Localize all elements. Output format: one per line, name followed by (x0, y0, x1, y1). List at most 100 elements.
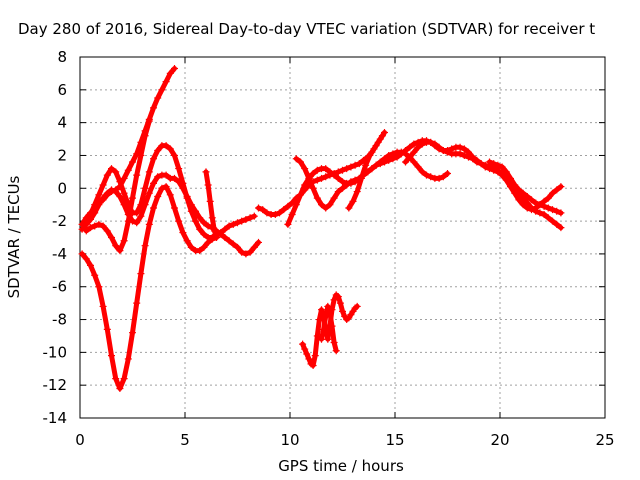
data-point-marker (200, 243, 208, 251)
data-point-marker (536, 201, 544, 209)
data-point-marker (549, 189, 556, 197)
data-point-marker (187, 243, 195, 251)
data-point-marker (133, 219, 141, 227)
data-point-marker (112, 242, 120, 250)
data-point-marker (397, 150, 405, 158)
data-point-marker (204, 238, 212, 246)
data-point-marker (553, 207, 561, 215)
data-point-marker (334, 293, 342, 301)
data-point-marker (112, 188, 120, 196)
data-point-marker (318, 335, 325, 343)
data-point-marker (465, 153, 472, 161)
data-point-marker (557, 183, 565, 191)
data-point-marker (108, 352, 115, 360)
data-point-marker (133, 299, 141, 307)
data-point-marker (376, 160, 384, 168)
data-point-marker (544, 204, 552, 212)
series-14 (345, 132, 386, 212)
data-point-marker (315, 316, 323, 324)
y-tick-label: -14 (43, 409, 68, 427)
data-point-marker (381, 158, 388, 166)
data-point-marker (154, 173, 162, 181)
data-point-marker (305, 174, 313, 182)
data-point-marker (334, 168, 342, 176)
data-point-marker (326, 201, 334, 209)
data-point-marker (353, 302, 361, 310)
data-point-marker (141, 184, 149, 192)
data-point-marker (78, 250, 86, 258)
data-point-marker (334, 188, 342, 196)
data-point-marker (528, 196, 535, 204)
data-point-marker (362, 161, 370, 169)
data-point-marker (246, 248, 254, 256)
data-point-marker (292, 201, 300, 209)
data-point-marker (255, 204, 262, 212)
data-point-marker (490, 160, 498, 168)
data-point-marker (179, 184, 187, 192)
x-axis-title: GPS time / hours (278, 457, 404, 475)
data-point-marker (183, 237, 191, 245)
data-point-marker (133, 209, 141, 217)
data-point-marker (175, 165, 183, 173)
data-point-marker (116, 384, 124, 392)
data-point-marker (87, 261, 94, 269)
data-point-marker (305, 355, 313, 363)
data-point-marker (238, 248, 246, 256)
data-point-marker (145, 189, 153, 197)
data-point-marker (324, 335, 332, 343)
data-point-marker (553, 186, 561, 194)
data-point-marker (99, 194, 107, 202)
data-point-marker (299, 340, 307, 348)
data-point-marker (263, 209, 271, 217)
data-point-marker (242, 215, 250, 223)
data-point-marker (540, 211, 548, 219)
data-point-marker (557, 209, 565, 217)
series-trace (403, 139, 564, 231)
data-point-marker (175, 217, 183, 225)
data-point-marker (162, 142, 170, 150)
data-point-marker (330, 194, 338, 202)
y-tick-label: -4 (52, 245, 67, 263)
data-point-marker (393, 153, 401, 161)
data-point-marker (301, 345, 309, 353)
data-point-marker (221, 234, 229, 241)
data-point-marker (357, 174, 365, 182)
data-point-marker (124, 217, 132, 225)
data-point-marker (320, 325, 328, 333)
data-point-marker (418, 140, 426, 148)
data-point-marker (324, 302, 332, 310)
data-point-marker (318, 201, 325, 209)
data-point-marker (536, 209, 544, 217)
data-point-marker (95, 283, 103, 291)
data-point-marker (234, 243, 241, 251)
x-tick-label: 15 (385, 431, 404, 449)
data-point-marker (292, 155, 300, 163)
data-point-marker (108, 165, 115, 173)
data-point-marker (99, 302, 107, 310)
data-point-marker (108, 234, 115, 241)
data-point-marker (158, 86, 166, 94)
data-point-marker (410, 148, 418, 156)
data-point-marker (328, 322, 336, 330)
data-point-marker (200, 219, 208, 227)
data-point-marker (378, 132, 386, 140)
data-point-marker (297, 158, 304, 166)
data-point-marker (280, 206, 288, 214)
data-point-marker (336, 299, 344, 307)
data-point-marker (200, 230, 208, 238)
series-trace (83, 118, 152, 254)
data-point-marker (528, 204, 535, 212)
data-point-marker (162, 78, 170, 86)
data-point-marker (221, 225, 229, 233)
data-point-marker (460, 151, 468, 159)
data-point-marker (103, 227, 111, 235)
data-point-marker (129, 194, 136, 202)
data-point-marker (154, 147, 162, 155)
y-tick-label: -12 (43, 376, 68, 394)
data-point-marker (523, 199, 531, 207)
data-point-marker (414, 163, 422, 171)
data-point-marker (553, 220, 561, 228)
data-point-marker (303, 350, 311, 358)
data-point-marker (532, 199, 540, 207)
